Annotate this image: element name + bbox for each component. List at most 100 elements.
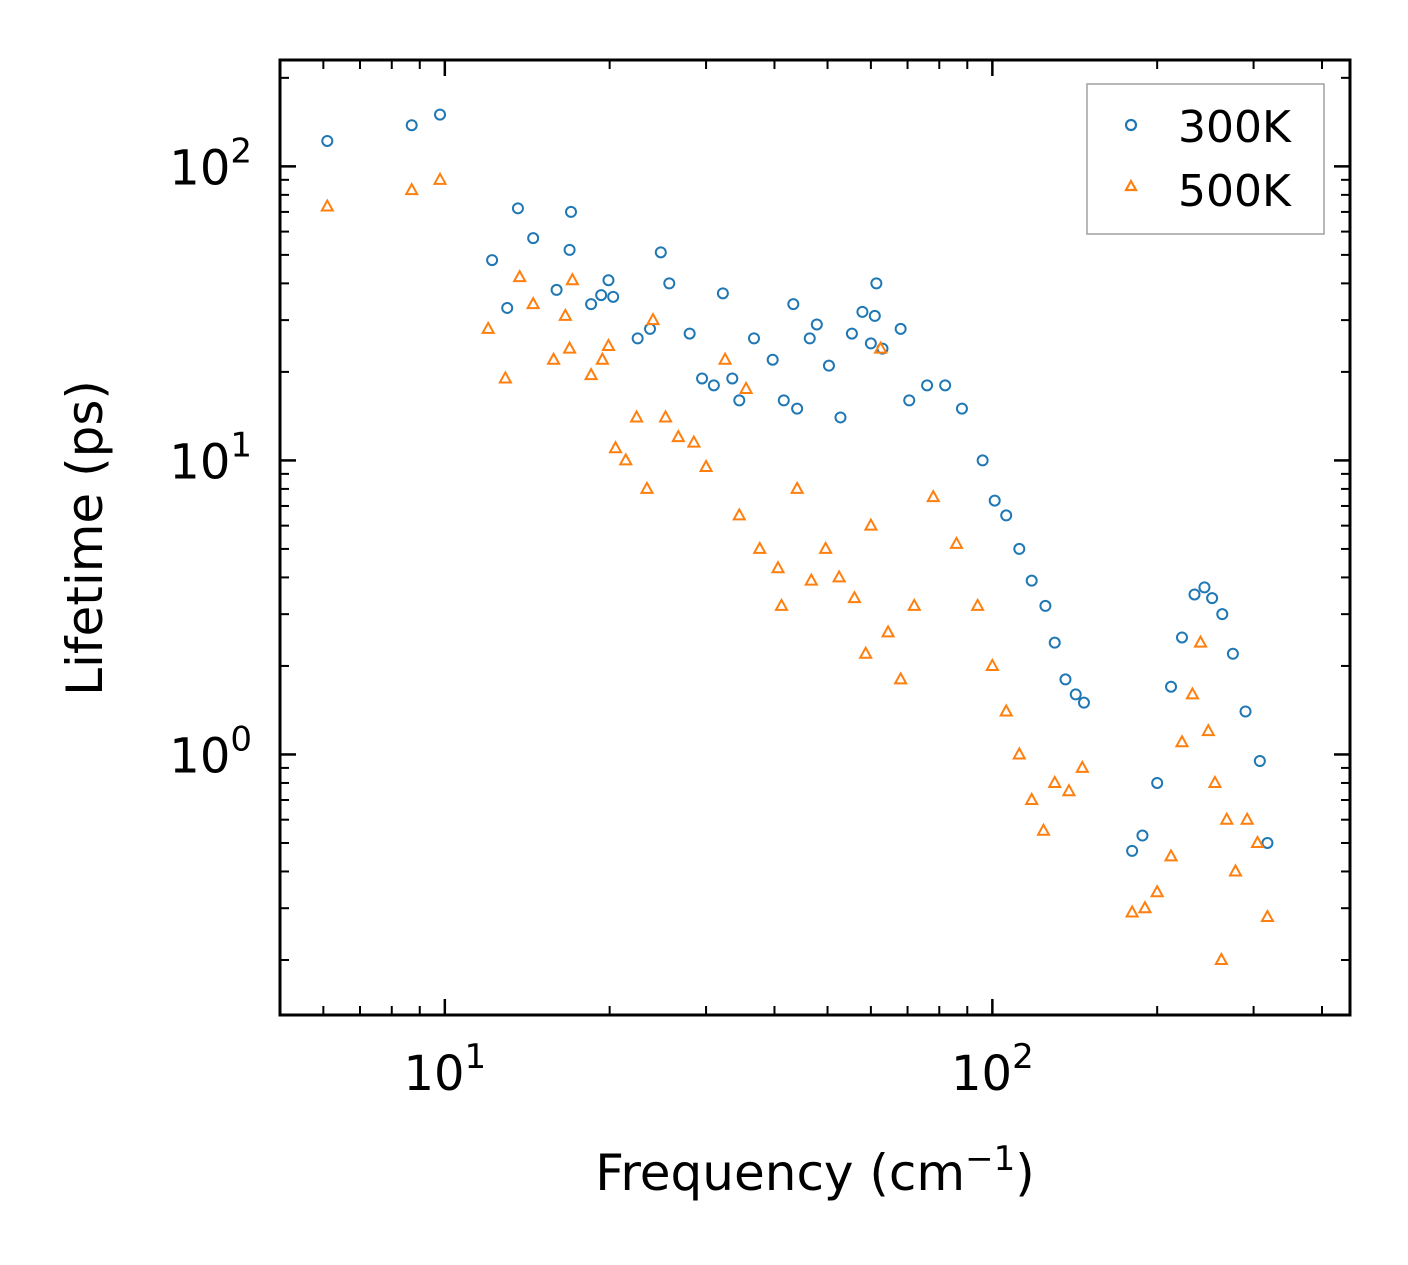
data-point-300k [1025, 574, 1038, 587]
data-point-300k [696, 372, 709, 385]
data-point-300k [976, 454, 989, 467]
data-point-500k [1239, 811, 1255, 825]
data-point-300k [585, 298, 598, 311]
data-point-300k [856, 305, 869, 318]
legend-marker-300k [1124, 118, 1138, 132]
data-point-300k [1077, 696, 1090, 709]
data-point-500k [565, 272, 580, 286]
data-point-300k [766, 353, 779, 366]
data-point-300k [921, 379, 934, 392]
data-point-300k [1165, 680, 1178, 693]
data-point-500k [558, 307, 573, 321]
data-point-500k [432, 171, 448, 185]
data-point-300k [894, 322, 907, 335]
data-point-300k [595, 289, 608, 302]
data-point-500k [985, 657, 1000, 671]
data-point-300k [955, 402, 968, 415]
data-point-300k [822, 359, 835, 372]
data-point-500k [1036, 822, 1051, 836]
x-major-ticks [443, 60, 994, 1015]
data-point-300k [1126, 844, 1139, 857]
series-300k [321, 108, 1274, 857]
data-point-300k [864, 337, 877, 350]
data-point-300k [321, 134, 334, 147]
data-point-300k [663, 277, 676, 290]
data-point-500k [831, 569, 847, 583]
data-point-300k [511, 202, 524, 215]
data-point-500k [770, 560, 786, 574]
data-point-300k [1000, 509, 1013, 522]
data-point-500k [525, 296, 541, 310]
x-axis-title-superscript: −1 [965, 1139, 1015, 1179]
plot-frame [278, 58, 1352, 1017]
data-point-500k [1260, 908, 1275, 923]
data-point-300k [716, 287, 729, 300]
legend-box [1086, 83, 1325, 235]
data-point-500k [717, 351, 733, 365]
data-point-300k [726, 372, 739, 385]
data-point-500k [1163, 848, 1179, 862]
data-point-500k [1214, 951, 1229, 965]
data-point-500k [804, 572, 819, 586]
scatter-points [320, 108, 1275, 965]
data-point-500k [1124, 904, 1140, 918]
data-point-300k [1013, 542, 1026, 555]
data-point-300k [988, 494, 1001, 507]
data-point-500k [1228, 863, 1243, 877]
y-tick-labels: 100 101 102 [169, 131, 252, 784]
data-point-300k [1048, 636, 1061, 649]
data-point-300k [550, 283, 563, 296]
data-point-500k [949, 535, 964, 549]
data-point-500k [873, 340, 888, 354]
data-point-500k [1061, 783, 1077, 797]
data-point-500k [645, 312, 661, 326]
data-point-300k [631, 332, 644, 345]
data-point-300k [939, 379, 952, 392]
data-point-300k [1206, 592, 1219, 605]
x-axis-title-main: Frequency (cm [595, 1144, 965, 1202]
data-point-500k [863, 517, 879, 531]
data-point-500k [774, 597, 789, 611]
data-point-300k [563, 243, 576, 256]
data-point-300k [434, 108, 447, 121]
data-point-500k [562, 340, 577, 354]
data-point-500k [595, 351, 610, 365]
data-point-500k [738, 380, 754, 394]
y-tick-label: 102 [169, 131, 252, 196]
data-point-500k [818, 540, 833, 554]
data-point-500k [498, 370, 513, 384]
data-point-500k [1250, 834, 1265, 848]
legend-marker-500k [1124, 178, 1138, 192]
data-point-500k [1185, 686, 1200, 700]
legend-label-300k: 300K [1178, 102, 1292, 153]
x-tick-labels: 101 102 [403, 1037, 1033, 1102]
data-point-300k [1175, 631, 1188, 644]
legend-label-500k: 500K [1178, 166, 1292, 217]
x-tick-label: 102 [951, 1037, 1034, 1102]
data-point-500k [880, 624, 896, 638]
data-point-300k [1069, 688, 1082, 701]
data-point-500k [618, 452, 633, 466]
y-axis-title: Lifetime (ps) [56, 380, 114, 696]
data-point-500k [1219, 811, 1234, 825]
data-point-300k [1261, 836, 1274, 849]
y-major-ticks [280, 165, 1350, 756]
data-point-500k [671, 429, 686, 443]
data-point-500k [1137, 900, 1153, 914]
data-point-500k [480, 320, 496, 334]
data-point-300k [733, 394, 746, 407]
x-axis-title-end: ) [1015, 1144, 1035, 1202]
data-point-300k [1226, 647, 1239, 660]
data-point-500k [847, 590, 862, 604]
data-point-300k [1216, 608, 1229, 621]
data-point-300k [787, 298, 800, 311]
x-axis-title: Frequency (cm−1) [595, 1139, 1035, 1202]
y-tick-label: 101 [169, 425, 252, 490]
data-point-500k [1193, 634, 1208, 648]
data-point-500k [999, 703, 1014, 717]
data-point-300k [1253, 755, 1266, 768]
data-point-300k [747, 332, 760, 345]
data-point-500k [1047, 774, 1062, 788]
legend: 300K 500K [1086, 83, 1325, 235]
data-point-500k [512, 269, 527, 283]
